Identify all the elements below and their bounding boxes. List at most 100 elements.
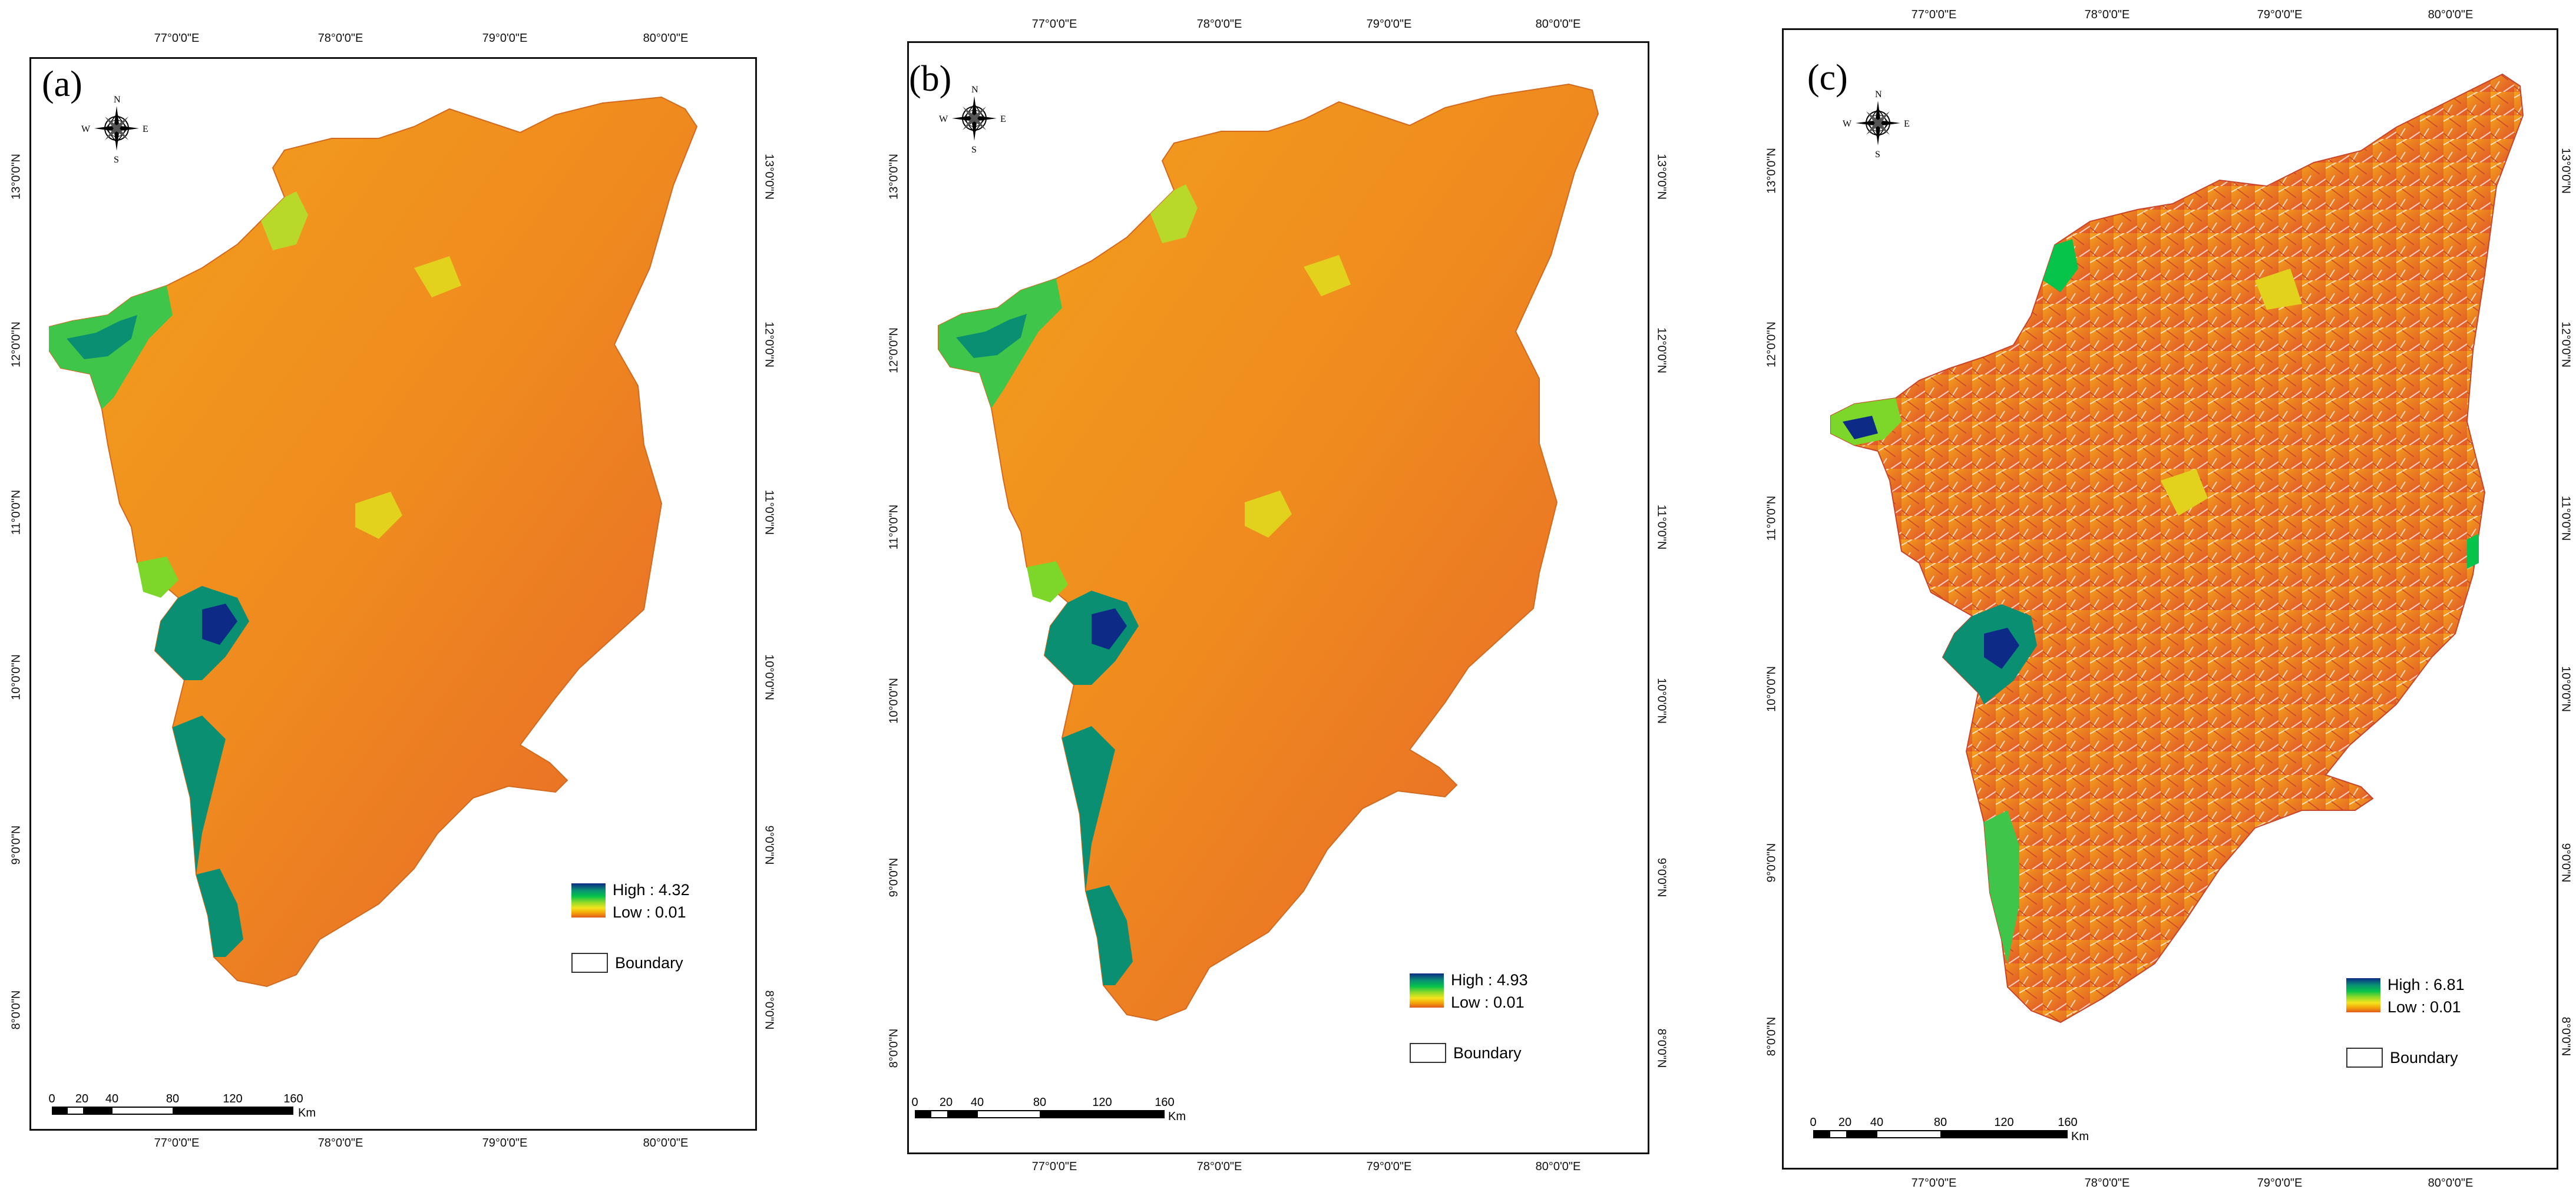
compass-n: N — [971, 85, 978, 95]
region-shape — [49, 96, 698, 988]
scale-label: 120 — [1994, 1116, 2014, 1129]
scale-unit: Km — [1168, 1110, 1186, 1123]
legend-low: Low : 0.01 — [1451, 993, 1525, 1011]
scale-label: 0 — [911, 1096, 918, 1109]
region-shape — [938, 83, 1599, 1022]
scale-label: 160 — [2058, 1116, 2078, 1129]
yellow-zone — [1304, 255, 1351, 296]
high-zone — [1984, 628, 2019, 669]
legend-low: Low : 0.01 — [613, 903, 686, 921]
lon-tick-top: 77°0'0"E — [1911, 8, 1957, 21]
compass-e: E — [1000, 114, 1006, 124]
lat-tick-right: 11°0'0"N — [762, 489, 776, 535]
yellow-zone — [355, 492, 402, 539]
yellow-zone — [261, 191, 308, 250]
lat-tick-left: 13°0'0"N — [9, 154, 23, 200]
scale-label: 120 — [223, 1092, 243, 1105]
lon-tick-bottom: 79°0'0"E — [1366, 1160, 1412, 1173]
scale-unit: Km — [298, 1107, 316, 1119]
map-frame: (c) N S E W — [1782, 28, 2558, 1170]
compass-w: W — [1843, 119, 1852, 129]
lat-tick-right: 10°0'0"N — [1655, 678, 1668, 724]
lat-tick-right: 9°0'0"N — [2559, 843, 2572, 883]
legend-color-ramp — [571, 883, 606, 918]
yellow-zone — [2161, 469, 2208, 516]
lon-tick-bottom: 80°0'0"E — [1535, 1160, 1581, 1173]
lon-tick-top: 77°0'0"E — [1031, 18, 1077, 31]
high-zone — [202, 604, 237, 645]
lon-tick-bottom: 78°0'0"E — [318, 1137, 363, 1150]
lat-tick-left: 12°0'0"N — [9, 322, 23, 367]
compass-n: N — [114, 95, 121, 105]
scale-label: 160 — [1155, 1096, 1175, 1109]
scale-label: 160 — [283, 1092, 303, 1105]
compass-w: W — [81, 124, 91, 134]
green-zone — [67, 315, 137, 359]
lat-tick-left: 12°0'0"N — [887, 327, 901, 373]
lat-tick-right: 9°0'0"N — [762, 825, 776, 865]
map-frame: (a) N S E W — [29, 57, 757, 1131]
scale-unit: Km — [2071, 1130, 2089, 1143]
compass-s: S — [971, 145, 977, 155]
legend-low: Low : 0.01 — [2387, 998, 2461, 1016]
lon-tick-top: 79°0'0"E — [482, 32, 528, 45]
lon-tick-bottom: 79°0'0"E — [482, 1137, 528, 1150]
lon-tick-top: 78°0'0"E — [318, 32, 363, 45]
legend-high: High : 4.32 — [613, 881, 690, 899]
lon-tick-top: 80°0'0"E — [1535, 18, 1581, 31]
compass-e: E — [1904, 119, 1910, 129]
lat-tick-left: 9°0'0"N — [1765, 843, 1778, 883]
lon-tick-bottom: 77°0'0"E — [1911, 1177, 1957, 1190]
lat-tick-left: 12°0'0"N — [1765, 322, 1778, 367]
lat-tick-left: 8°0'0"N — [887, 1028, 901, 1068]
raster-map — [1807, 68, 2549, 1069]
lat-tick-right: 8°0'0"N — [1655, 1028, 1668, 1068]
lat-tick-right: 12°0'0"N — [1655, 327, 1668, 373]
yellow-zone — [2255, 269, 2302, 310]
green-zone — [1027, 561, 1068, 602]
legend-boundary-swatch — [2346, 1048, 2383, 1068]
lat-tick-right: 8°0'0"N — [2559, 1016, 2572, 1056]
green-zone — [196, 869, 243, 957]
compass-w: W — [939, 114, 948, 124]
lon-tick-bottom: 80°0'0"E — [2428, 1177, 2474, 1190]
legend-boundary: Boundary — [2390, 1049, 2458, 1066]
lat-tick-left: 9°0'0"N — [887, 857, 901, 897]
scale-label: 80 — [166, 1092, 180, 1105]
green-zone — [1086, 885, 1133, 985]
green-zone — [2043, 239, 2078, 292]
raster-map — [927, 78, 1633, 1079]
green-zone — [2467, 534, 2479, 569]
lat-tick-right: 10°0'0"N — [762, 654, 776, 700]
compass-s: S — [114, 155, 119, 165]
map-panel-a: 77°0'0"E 78°0'0"E 79°0'0"E 80°0'0"E (a) … — [0, 0, 776, 1199]
lat-tick-left: 11°0'0"N — [9, 489, 23, 535]
lat-tick-left: 11°0'0"N — [1765, 495, 1778, 541]
scale-bar: 0 20 40 80 120 160 Km — [1810, 1116, 2089, 1143]
lon-tick-top: 77°0'0"E — [154, 32, 200, 45]
scale-label: 20 — [1838, 1116, 1852, 1129]
compass-s: S — [1875, 150, 1880, 160]
lon-tick-top: 78°0'0"E — [2084, 8, 2130, 21]
scale-bar: 0 20 40 80 120 160 Km — [48, 1092, 316, 1119]
lat-tick-right: 8°0'0"N — [762, 990, 776, 1030]
legend-color-ramp — [1410, 973, 1444, 1008]
high-zone — [1843, 416, 1878, 439]
yellow-zone — [1245, 491, 1292, 538]
lon-tick-top: 80°0'0"E — [2428, 8, 2474, 21]
scale-label: 0 — [1810, 1116, 1817, 1129]
lon-tick-bottom: 77°0'0"E — [1031, 1160, 1077, 1173]
lat-tick-right: 9°0'0"N — [1655, 857, 1668, 897]
compass-n: N — [1875, 90, 1882, 100]
scale-label: 40 — [1870, 1116, 1884, 1129]
high-zone — [1092, 608, 1127, 650]
scale-label: 40 — [970, 1096, 984, 1109]
lat-tick-right: 13°0'0"N — [762, 154, 776, 200]
legend-high: High : 6.81 — [2387, 976, 2465, 993]
legend-boundary: Boundary — [1453, 1044, 1522, 1062]
lon-tick-top: 78°0'0"E — [1196, 18, 1242, 31]
lat-tick-left: 13°0'0"N — [887, 154, 901, 200]
scale-label: 40 — [105, 1092, 119, 1105]
lon-tick-top: 80°0'0"E — [643, 32, 689, 45]
scale-label: 0 — [48, 1092, 55, 1105]
